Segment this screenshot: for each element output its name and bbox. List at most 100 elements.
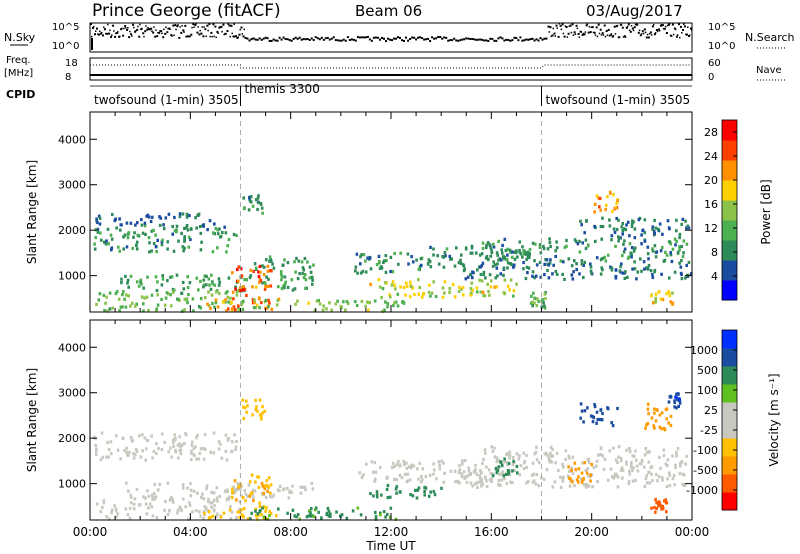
freq-trace xyxy=(90,64,692,76)
range-cell xyxy=(269,511,273,516)
nsky-sample xyxy=(637,31,640,34)
range-cell xyxy=(269,483,273,487)
range-cell xyxy=(648,470,651,475)
range-cell xyxy=(230,300,233,304)
nsky-sample xyxy=(108,32,111,35)
nsky-sample xyxy=(547,25,550,28)
range-cell xyxy=(93,247,97,251)
range-cell xyxy=(589,473,592,477)
range-cell xyxy=(97,214,101,218)
nsky-sample xyxy=(535,38,538,41)
range-cell xyxy=(154,233,157,237)
range-cell xyxy=(377,254,381,258)
range-cell xyxy=(106,440,109,444)
range-cell xyxy=(203,274,206,278)
range-cell xyxy=(478,474,481,478)
colorbar-tick-label: 12 xyxy=(704,222,718,235)
range-cell xyxy=(126,278,130,282)
nsky-sample xyxy=(270,40,273,42)
range-cell xyxy=(126,281,129,285)
range-cell xyxy=(263,281,267,285)
range-cell xyxy=(540,305,544,309)
range-cell xyxy=(672,474,676,478)
nsky-sample xyxy=(164,32,167,35)
range-cell xyxy=(362,253,366,257)
range-cell xyxy=(367,308,370,312)
range-cell xyxy=(567,476,571,480)
range-cell xyxy=(493,263,497,267)
range-cell xyxy=(135,280,139,284)
nsky-sample xyxy=(372,36,375,39)
range-cell xyxy=(618,236,621,240)
range-cell xyxy=(486,282,489,286)
range-cell xyxy=(391,461,395,465)
range-cell xyxy=(429,490,432,494)
range-cell xyxy=(132,456,136,460)
nsky-sample xyxy=(158,31,161,34)
range-cell xyxy=(460,253,463,257)
nsky-sample xyxy=(563,35,566,38)
range-cell xyxy=(634,478,637,482)
range-cell xyxy=(255,405,258,409)
range-cell xyxy=(432,280,435,284)
nsky-sample xyxy=(173,34,175,36)
range-cell xyxy=(549,258,552,262)
range-cell xyxy=(257,274,261,279)
range-cell xyxy=(656,479,659,483)
range-cell xyxy=(625,462,628,466)
nsky-sample xyxy=(684,25,686,28)
nsky-sample xyxy=(160,30,163,33)
range-cell xyxy=(125,481,128,485)
range-cell xyxy=(226,488,229,492)
range-cell xyxy=(411,260,415,264)
nsky-sample xyxy=(634,23,637,26)
freq-left-tick-top: 18 xyxy=(65,58,78,69)
nsky-sample xyxy=(235,35,237,37)
range-cell xyxy=(474,251,478,255)
range-cell xyxy=(234,447,237,452)
nsky-sample xyxy=(132,23,135,26)
range-cell xyxy=(200,240,203,244)
range-cell xyxy=(457,480,461,484)
range-cell xyxy=(355,252,359,256)
range-cell xyxy=(657,290,660,294)
range-cell xyxy=(565,238,568,243)
range-cell xyxy=(599,272,603,276)
range-cell xyxy=(543,273,546,277)
nsky-sample xyxy=(513,36,516,39)
range-cell xyxy=(498,472,501,476)
nsky-sample xyxy=(521,39,524,42)
range-cell xyxy=(259,279,263,283)
nsky-sample xyxy=(690,27,692,30)
range-cell xyxy=(441,255,444,259)
range-cell xyxy=(515,452,519,456)
range-cell xyxy=(458,468,462,472)
nsky-sample xyxy=(248,39,251,42)
nsky-sample xyxy=(215,36,217,39)
range-cell xyxy=(459,261,463,265)
range-cell xyxy=(254,509,257,513)
nsky-sample xyxy=(350,38,353,41)
nsky-sample xyxy=(210,31,213,34)
range-cell xyxy=(198,510,201,514)
nsky-sample xyxy=(91,35,93,38)
range-cell xyxy=(680,259,683,263)
range-cell xyxy=(526,271,529,275)
range-cell xyxy=(189,227,193,231)
nsky-sample xyxy=(207,29,209,32)
range-cell xyxy=(584,246,588,251)
range-cell xyxy=(650,506,653,510)
range-cell xyxy=(215,514,218,519)
nsky-sample xyxy=(278,36,281,39)
range-cell xyxy=(606,195,609,199)
range-cell xyxy=(310,507,313,511)
nsky-sample xyxy=(685,33,687,36)
range-cell xyxy=(195,226,198,230)
range-cell xyxy=(226,295,230,299)
range-cell xyxy=(308,509,311,513)
range-cell xyxy=(661,478,664,482)
range-cell xyxy=(655,501,658,505)
range-cell xyxy=(261,411,264,415)
nsky-sample xyxy=(364,36,367,39)
nsky-sample xyxy=(310,37,313,40)
